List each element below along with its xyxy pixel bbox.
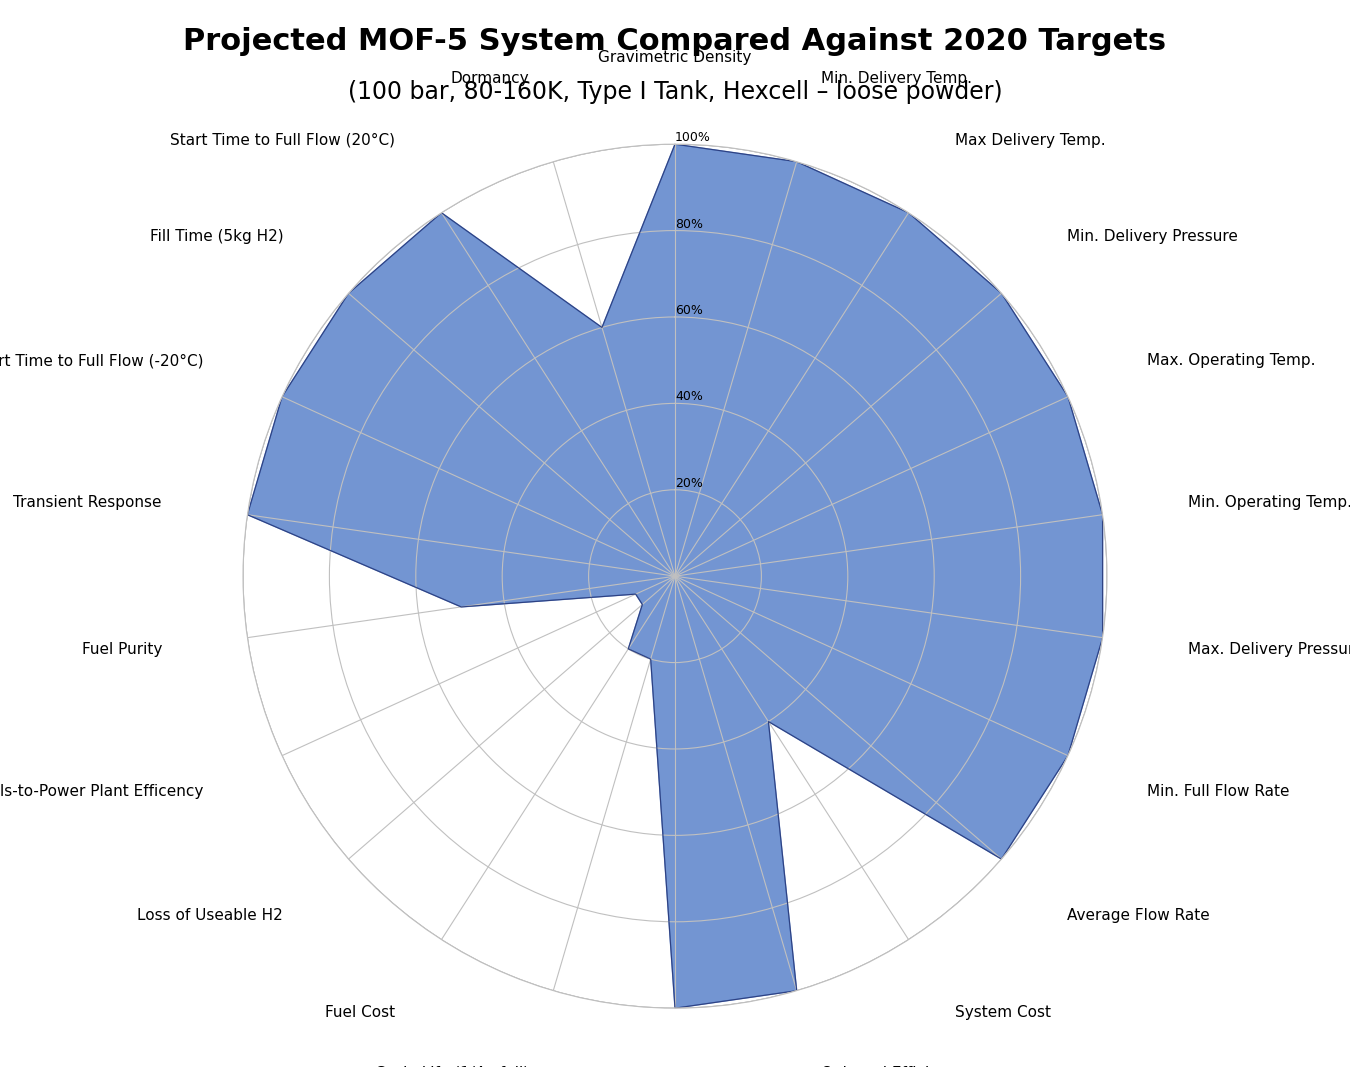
Text: Start Time to Full Flow (-20°C): Start Time to Full Flow (-20°C) [0,353,204,368]
Polygon shape [247,144,1103,1008]
Text: Gravimetric Density: Gravimetric Density [598,50,752,65]
Text: Start Time to Full Flow (20°C): Start Time to Full Flow (20°C) [170,132,394,147]
Text: Min. Delivery Pressure: Min. Delivery Pressure [1066,229,1238,244]
Text: (100 bar, 80-160K, Type I Tank, Hexcell – loose powder): (100 bar, 80-160K, Type I Tank, Hexcell … [348,80,1002,103]
Text: Max. Operating Temp.: Max. Operating Temp. [1146,353,1315,368]
Text: Max Delivery Temp.: Max Delivery Temp. [956,132,1106,147]
Text: System Cost: System Cost [956,1005,1052,1020]
Text: Max. Delivery Pressure: Max. Delivery Pressure [1188,642,1350,657]
Text: Wells-to-Power Plant Efficency: Wells-to-Power Plant Efficency [0,784,204,799]
Text: Dormancy: Dormancy [451,71,529,86]
Text: Min. Delivery Temp.: Min. Delivery Temp. [821,71,972,86]
Text: Projected MOF-5 System Compared Against 2020 Targets: Projected MOF-5 System Compared Against … [184,27,1166,55]
Text: Fuel Purity: Fuel Purity [81,642,162,657]
Text: Fill Time (5kg H2): Fill Time (5kg H2) [150,229,284,244]
Text: Transient Response: Transient Response [14,495,162,510]
Text: Average Flow Rate: Average Flow Rate [1066,908,1210,923]
Text: Loss of Useable H2: Loss of Useable H2 [138,908,284,923]
Text: Fuel Cost: Fuel Cost [324,1005,394,1020]
Text: Min. Full Flow Rate: Min. Full Flow Rate [1146,784,1289,799]
Text: Min. Operating Temp.: Min. Operating Temp. [1188,495,1350,510]
